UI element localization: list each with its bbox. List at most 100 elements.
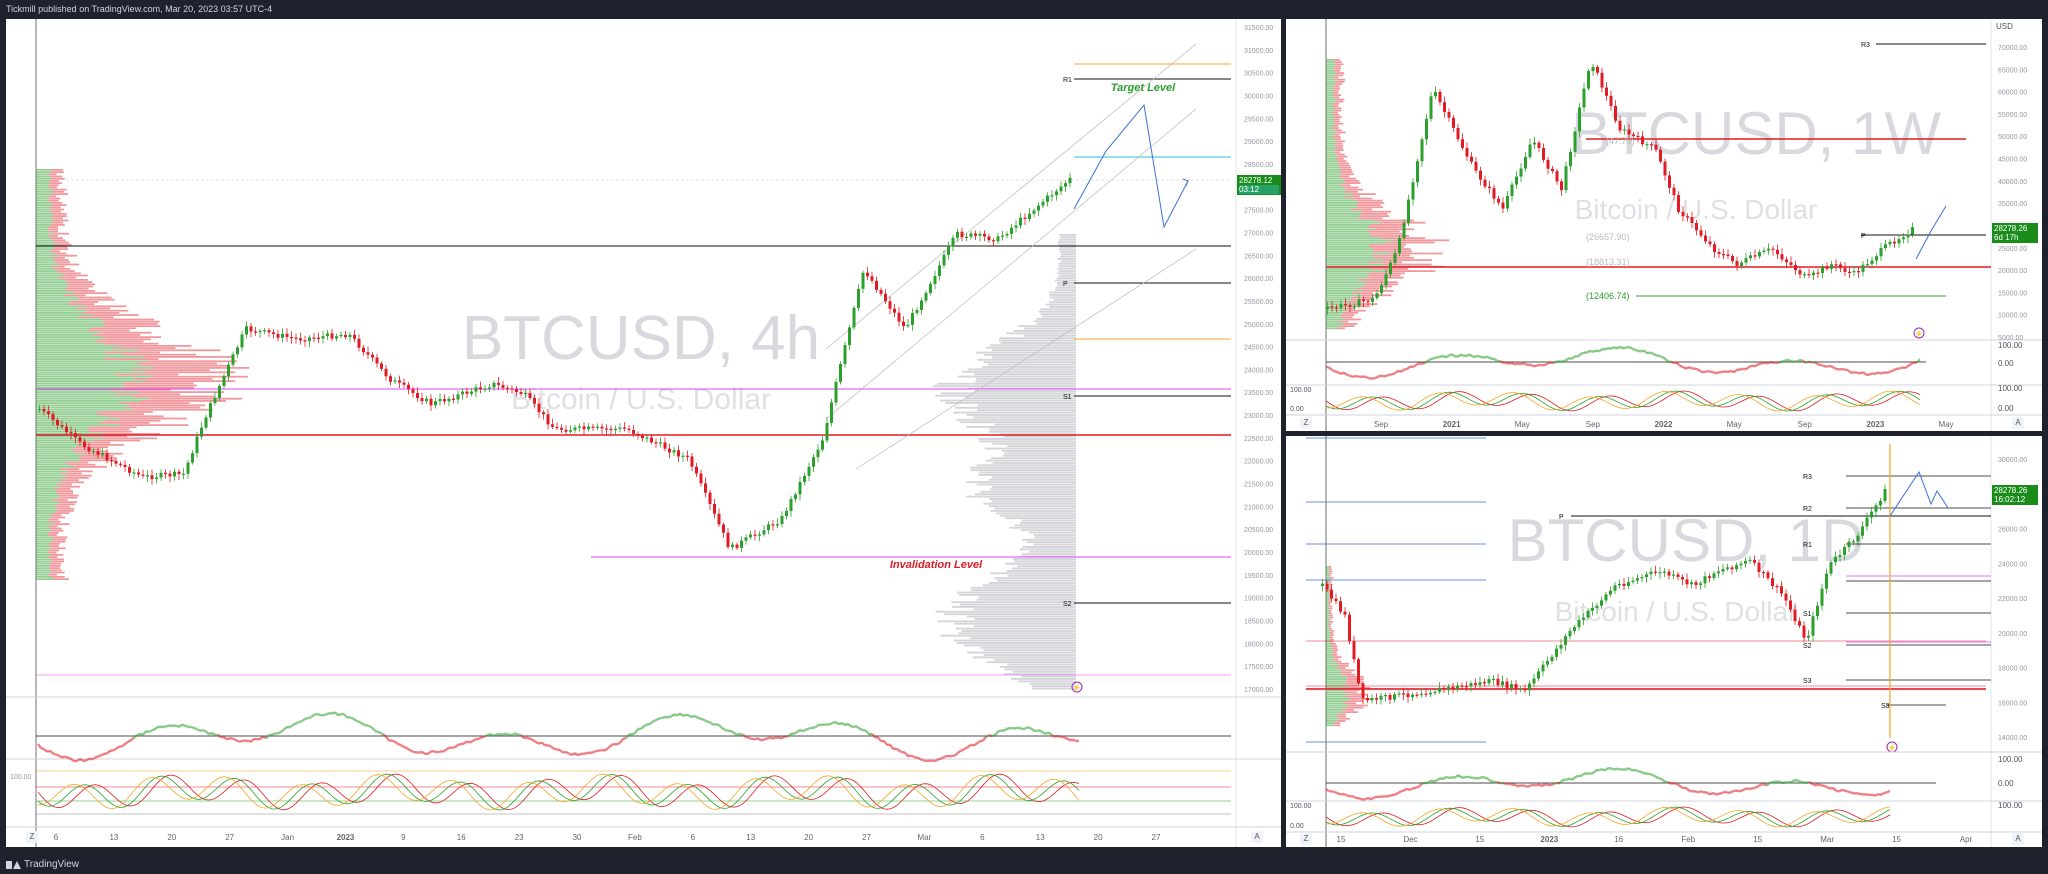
volume-bar-buy: [36, 567, 50, 569]
candle-body: [1645, 574, 1648, 578]
candle-body: [1780, 254, 1784, 260]
candle-body: [38, 408, 41, 411]
volume-bar-buy: [1326, 184, 1340, 187]
volume-bar-gray: [970, 469, 1076, 472]
volume-bar-buy: [36, 303, 69, 305]
volume-bar-sell: [1333, 103, 1339, 105]
volume-bar-sell: [50, 217, 63, 220]
volume-bar-buy: [1326, 250, 1374, 253]
volume-bar-sell: [1328, 592, 1331, 595]
volume-bar-buy: [1326, 158, 1336, 160]
rsi-segment: [1505, 361, 1510, 365]
auto-scale-button[interactable]: A: [1251, 831, 1263, 843]
volume-bar-gray: [1004, 452, 1076, 455]
rsi-segment: [577, 752, 582, 757]
volume-bar-buy: [36, 455, 79, 457]
chart-panel-1d[interactable]: BTCUSD, 1D Bitcoin / U.S. Dollar: [1286, 436, 2042, 847]
rsi-segment: [259, 735, 264, 741]
price-tick-label: 15000.00: [1998, 290, 2027, 297]
candle-body: [1411, 694, 1414, 698]
candle-body: [1519, 688, 1522, 690]
rsi-segment: [1394, 369, 1399, 375]
rsi-segment: [802, 728, 807, 733]
candle-body: [429, 398, 433, 406]
auto-scale-button[interactable]: A: [2012, 417, 2024, 429]
volume-bar-buy: [1326, 320, 1339, 323]
price-tick-label: 20000.00: [1244, 550, 1273, 557]
volume-bar-gray: [1011, 678, 1076, 680]
price-tick-label: 25500.00: [1244, 299, 1273, 306]
candle-body: [1695, 222, 1698, 231]
publisher-text: Tickmill published on TradingView.com, M…: [6, 4, 273, 14]
volume-bar-buy: [1326, 164, 1340, 167]
volume-bar-buy: [36, 195, 48, 198]
candle-body: [393, 380, 397, 382]
rsi-segment: [328, 711, 333, 715]
rsi-segment: [613, 742, 618, 746]
auto-scale-button[interactable]: A: [2012, 833, 2024, 845]
volume-bar-sell: [75, 446, 109, 448]
volume-bar-buy: [1326, 298, 1352, 301]
volume-bar-buy: [1326, 103, 1334, 105]
volume-bar-buy: [1326, 720, 1337, 722]
rsi-segment: [1325, 365, 1330, 369]
candle-body: [1843, 547, 1846, 555]
volume-bar-buy: [36, 382, 123, 385]
volume-bar-sell: [84, 444, 124, 446]
rsi-segment: [715, 723, 720, 727]
rsi-segment: [910, 754, 915, 759]
volume-bar-sell: [1371, 235, 1410, 237]
rsi-segment: [1454, 774, 1459, 779]
volume-bar-gray: [958, 594, 1076, 596]
volume-bar-gray: [1034, 320, 1076, 323]
volume-bar-buy: [36, 543, 49, 545]
rsi-segment: [1862, 371, 1867, 376]
candle-body: [141, 474, 145, 476]
volume-bar-buy: [1326, 570, 1330, 573]
rsi-segment: [70, 757, 75, 763]
volume-bar-gray: [1053, 298, 1076, 301]
candle-body: [299, 338, 302, 341]
rsi-segment: [742, 733, 747, 739]
volume-bar-sell: [52, 547, 66, 550]
volume-bar-gray: [958, 632, 1076, 635]
rsi-segment: [1436, 355, 1441, 359]
volume-bar-sell: [51, 554, 64, 556]
volume-bar-sell: [47, 573, 57, 576]
rsi-segment: [298, 719, 303, 724]
volume-bar-buy: [36, 466, 75, 468]
volume-bar-buy: [1326, 65, 1335, 68]
candle-body: [1429, 692, 1432, 695]
rsi-segment: [1544, 362, 1549, 366]
volume-bar-sell: [145, 380, 236, 382]
rsi-segment: [1613, 767, 1618, 771]
volume-bar-sell: [1367, 261, 1403, 264]
rsi-segment: [1553, 781, 1558, 785]
rsi-segment: [1631, 768, 1636, 772]
reset-zoom-button[interactable]: Z: [26, 831, 38, 843]
volume-bar-sell: [51, 529, 64, 532]
reset-zoom-button[interactable]: Z: [1300, 833, 1312, 845]
candle-body: [87, 447, 91, 452]
rsi-segment: [1352, 795, 1357, 800]
volume-bar-gray: [1007, 663, 1076, 666]
chart-panel-4h[interactable]: BTCUSD, 4h Bitcoin / U.S. Dollar: [6, 19, 1281, 847]
volume-bar-buy: [36, 292, 76, 294]
candle-body: [1438, 91, 1442, 103]
volume-bar-sell: [1336, 153, 1345, 156]
candle-body: [1902, 237, 1905, 240]
candle-body: [1433, 691, 1437, 694]
candle-body: [461, 391, 464, 395]
rsi-segment: [1778, 780, 1783, 785]
rsi-line-1w: [1325, 345, 1921, 380]
volume-bar-buy: [1326, 202, 1359, 204]
volume-bar-buy: [1326, 678, 1347, 680]
volume-bar-sell: [93, 439, 141, 442]
volume-bar-buy: [36, 180, 49, 182]
volume-bar-gray: [991, 500, 1076, 503]
chart-panel-1w[interactable]: BTCUSD, 1W Bitcoin / U.S. Dollar R3 P (1…: [1286, 19, 2042, 431]
target-level-label: Target Level: [1111, 82, 1176, 94]
reset-zoom-button[interactable]: Z: [1300, 417, 1312, 429]
rsi-segment: [250, 738, 255, 743]
volume-bar-gray: [984, 354, 1076, 356]
